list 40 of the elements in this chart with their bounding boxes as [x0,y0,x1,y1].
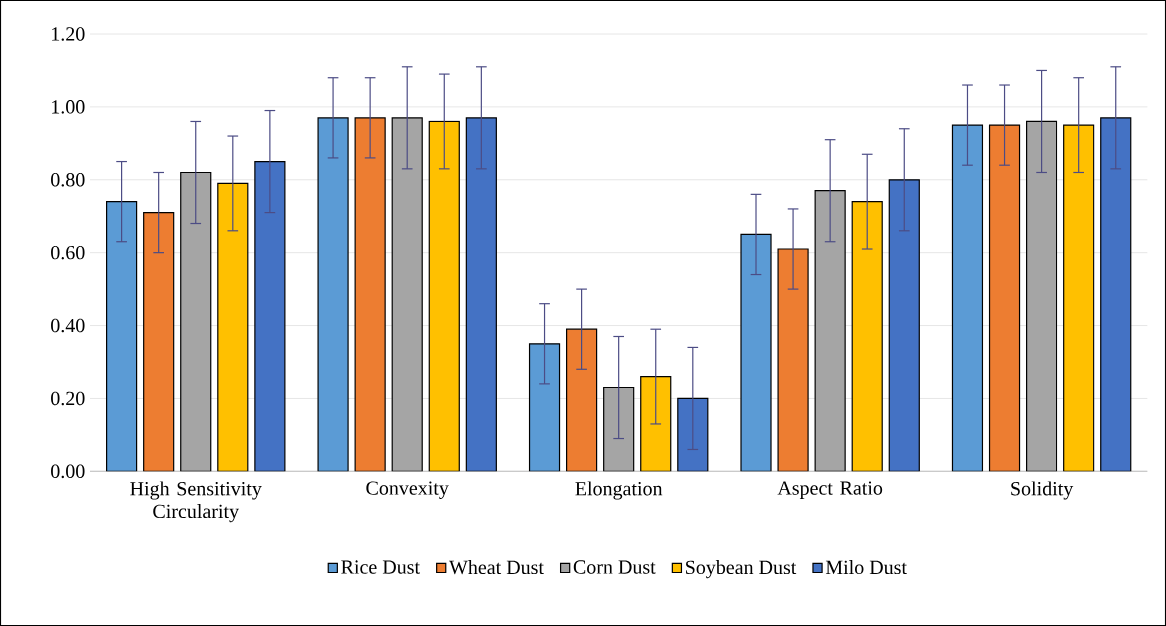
y-tick-label: 0.20 [51,391,85,406]
legend-label: Wheat Dust [449,560,544,575]
bar [317,117,349,472]
bar [988,124,1021,472]
x-tick-label: High Sensitivity Circularity [130,481,262,523]
legend-label: Soybean Dust [686,560,797,579]
bar [465,117,497,472]
legend-label: Milo Dust [825,560,907,575]
bar [428,120,460,472]
y-tick-label: 1.00 [52,100,85,114]
bar [740,233,772,472]
bar [1026,120,1058,472]
bar [354,117,386,472]
bar [1063,124,1095,472]
bar [851,201,883,472]
bar [566,328,598,472]
bar [254,160,286,472]
y-tick-label: 0.60 [51,245,85,260]
y-tick-label: 0.40 [51,318,85,333]
y-tick-label: 1.20 [52,27,85,41]
bar [391,117,423,472]
bar [143,211,175,472]
legend-label: Corn Dust [573,560,656,574]
bar [1100,117,1132,472]
bar [180,171,212,472]
x-tick-label: Convexity [366,481,449,499]
bar [106,201,138,472]
x-tick-label: Solidity [1011,481,1074,500]
legend-label: Rice Dust [341,560,420,574]
bar [777,248,809,472]
y-tick-label: 0.80 [51,172,85,187]
x-tick-label: Elongation [575,481,663,500]
bar [814,190,846,472]
bar [217,182,249,472]
bar [888,179,920,472]
y-tick-label: 0.00 [51,464,85,479]
bar [951,124,984,472]
bar [528,343,561,472]
x-tick-label: Aspect Ratio [777,481,883,499]
bar [640,375,672,472]
